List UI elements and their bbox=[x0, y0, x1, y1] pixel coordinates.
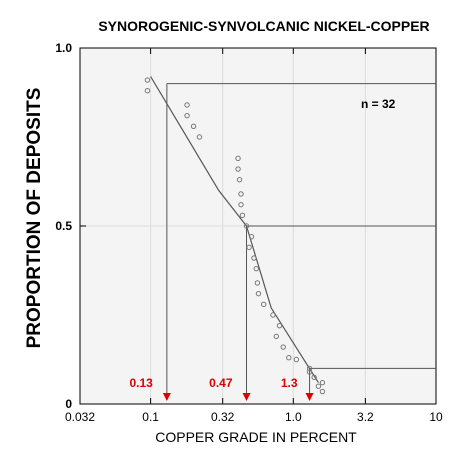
data-point bbox=[196, 134, 203, 140]
data-point bbox=[235, 166, 241, 172]
percentile-arrow bbox=[162, 393, 171, 401]
x-tick-label: 3.2 bbox=[357, 410, 374, 424]
data-point bbox=[238, 201, 244, 208]
data-point bbox=[255, 290, 262, 297]
data-point bbox=[238, 191, 244, 197]
x-tick-label: 0.032 bbox=[65, 410, 95, 424]
data-point bbox=[254, 280, 261, 286]
chart-title: SYNOROGENIC-SYNVOLCANIC NICKEL-COPPER bbox=[98, 18, 429, 34]
x-tick-label: 10 bbox=[429, 410, 443, 424]
data-point bbox=[243, 223, 250, 229]
data-point bbox=[319, 388, 326, 395]
data-point bbox=[270, 312, 276, 318]
data-point bbox=[239, 212, 246, 219]
x-tick-labels: 0.032 0.1 0.32 1.0 3.2 10 bbox=[65, 410, 443, 424]
percentile-label: 1.3 bbox=[281, 376, 298, 390]
data-point bbox=[184, 102, 190, 108]
data-point bbox=[311, 374, 317, 380]
data-point bbox=[273, 333, 279, 340]
data-point bbox=[248, 233, 255, 240]
x-axis-title: COPPER GRADE IN PERCENT bbox=[155, 429, 357, 445]
data-point bbox=[315, 383, 322, 389]
data-point bbox=[319, 379, 326, 386]
x-tick-label: 1.0 bbox=[285, 410, 302, 424]
percentile-labels: 0.13 0.47 1.3 bbox=[130, 376, 298, 390]
data-point bbox=[236, 177, 243, 183]
y-tick-label: 1.0 bbox=[55, 41, 72, 55]
fit-curve-layer bbox=[150, 76, 319, 383]
data-point bbox=[306, 365, 313, 372]
x-tick-label: 0.32 bbox=[211, 410, 235, 424]
x-tick-label: 0.1 bbox=[142, 410, 159, 424]
y-axis-title: PROPORTION OF DEPOSITS bbox=[24, 88, 45, 349]
data-point bbox=[280, 344, 286, 350]
percentile-arrow bbox=[305, 393, 314, 401]
data-point bbox=[293, 356, 300, 363]
fit-curve bbox=[150, 76, 319, 383]
data-point bbox=[306, 369, 313, 375]
percentile-arrow bbox=[242, 393, 251, 401]
sample-count-annotation: n = 32 bbox=[361, 97, 396, 111]
data-point bbox=[276, 322, 283, 329]
percentile-label: 0.47 bbox=[209, 376, 233, 390]
data-points bbox=[144, 77, 326, 395]
data-point bbox=[260, 301, 267, 308]
y-tick-label: 0 bbox=[65, 397, 72, 411]
data-point bbox=[184, 112, 190, 119]
data-point bbox=[251, 255, 257, 261]
data-point bbox=[144, 77, 151, 83]
data-point bbox=[144, 88, 151, 94]
data-point bbox=[253, 266, 259, 272]
data-point bbox=[246, 244, 252, 251]
data-point bbox=[286, 355, 292, 361]
data-point bbox=[235, 155, 241, 162]
percentile-arrows bbox=[162, 393, 314, 401]
percentile-guides bbox=[166, 83, 436, 394]
data-point bbox=[190, 123, 197, 130]
y-tick-labels: 0 0.5 1.0 bbox=[55, 41, 72, 411]
percentile-label: 0.13 bbox=[130, 376, 154, 390]
y-tick-label: 0.5 bbox=[55, 219, 72, 233]
